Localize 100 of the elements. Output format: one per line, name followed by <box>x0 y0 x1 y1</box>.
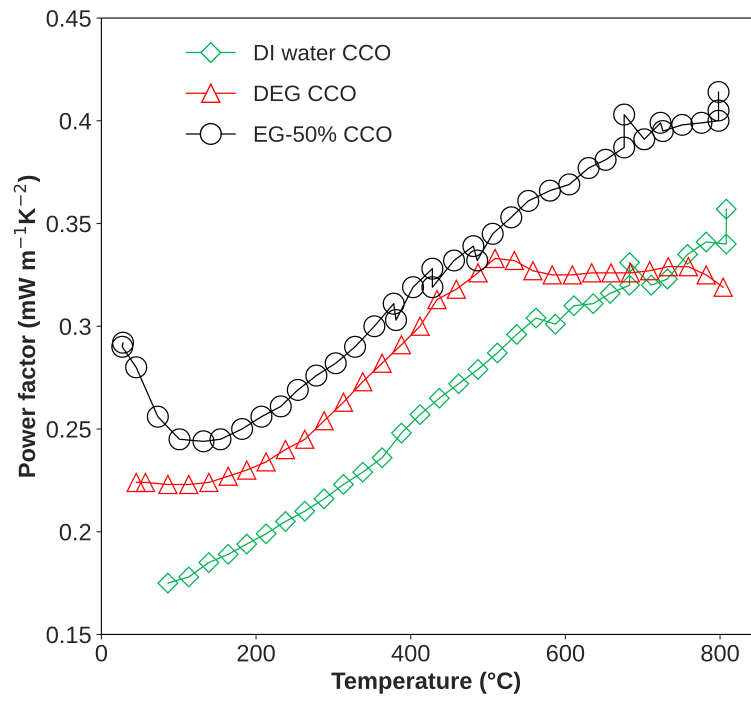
point <box>542 265 562 285</box>
point <box>324 352 347 374</box>
point <box>314 488 335 510</box>
x-axis-title: Temperature (°C) <box>331 672 520 694</box>
point <box>237 460 256 480</box>
point <box>600 282 621 304</box>
point <box>111 336 134 358</box>
point <box>671 114 694 136</box>
x-tick-label: 800 <box>701 644 739 662</box>
point <box>294 500 316 522</box>
y-tick-label: 0.15 <box>46 626 91 644</box>
y-axis-title: Power factor (mW m$^{−1}$K$^{−2}$) <box>14 176 40 477</box>
point <box>178 566 200 588</box>
point <box>652 120 674 142</box>
point <box>344 336 366 358</box>
point <box>112 332 134 354</box>
point <box>372 354 392 373</box>
point <box>613 136 636 159</box>
point <box>382 292 405 315</box>
point <box>276 440 296 460</box>
point <box>707 110 730 132</box>
point <box>353 372 372 392</box>
point <box>619 252 640 273</box>
point <box>410 404 430 426</box>
legend-label: DI water CCO <box>254 44 390 61</box>
point <box>506 324 528 345</box>
point <box>657 268 678 290</box>
point <box>696 265 716 285</box>
point <box>146 406 169 428</box>
point <box>363 315 386 338</box>
point <box>562 265 582 285</box>
point <box>523 261 543 280</box>
point <box>517 190 540 212</box>
point <box>352 462 374 483</box>
x-tick-label: 400 <box>392 644 430 662</box>
legend-label: DEG CCO <box>254 85 356 102</box>
point <box>256 523 277 544</box>
point <box>500 206 522 228</box>
point <box>707 80 730 104</box>
point <box>544 314 566 335</box>
legend-label: EG-50% CCO <box>254 126 392 142</box>
point <box>421 276 444 298</box>
point <box>427 290 447 310</box>
point <box>199 472 219 492</box>
point <box>428 388 450 409</box>
point <box>286 378 309 401</box>
y-tick-label: 0.4 <box>60 112 91 130</box>
x-tick-label: 200 <box>238 644 275 662</box>
point <box>649 112 672 134</box>
y-tick-label: 0.45 <box>46 10 91 27</box>
point <box>466 249 488 272</box>
y-tick-label: 0.3 <box>60 318 91 336</box>
point <box>402 276 424 298</box>
y-tick-label: 0.35 <box>46 216 91 232</box>
point <box>218 544 239 565</box>
point <box>504 250 524 270</box>
y-tick-label: 0.25 <box>46 421 91 438</box>
point <box>633 128 656 150</box>
point <box>168 428 191 450</box>
point <box>658 257 678 276</box>
point <box>305 364 328 387</box>
point <box>236 534 258 555</box>
point <box>158 474 178 494</box>
point <box>274 511 296 532</box>
point <box>468 358 488 380</box>
point <box>384 309 408 332</box>
point <box>620 263 640 282</box>
point <box>209 428 232 450</box>
point <box>372 447 393 468</box>
point <box>716 198 737 220</box>
point <box>462 235 484 258</box>
point <box>314 411 334 430</box>
point <box>446 280 466 299</box>
point <box>714 278 733 297</box>
x-tick-label: 600 <box>546 644 584 662</box>
point <box>126 472 146 492</box>
point <box>231 418 254 440</box>
point <box>707 99 730 122</box>
point <box>578 156 600 180</box>
point <box>690 112 713 134</box>
point <box>601 263 621 282</box>
point <box>594 148 617 171</box>
point <box>250 406 273 428</box>
point <box>538 180 561 202</box>
y-tick-label: 0.2 <box>60 524 90 541</box>
point <box>482 222 504 245</box>
point <box>392 335 412 354</box>
point <box>619 274 640 296</box>
point <box>179 474 198 494</box>
point <box>486 342 508 364</box>
point <box>582 293 604 314</box>
point <box>125 356 148 378</box>
point <box>677 244 698 265</box>
point <box>613 104 636 126</box>
point <box>640 261 660 280</box>
point <box>678 257 698 276</box>
point <box>391 422 412 444</box>
point <box>256 452 276 472</box>
point <box>157 572 178 594</box>
point <box>716 234 737 255</box>
